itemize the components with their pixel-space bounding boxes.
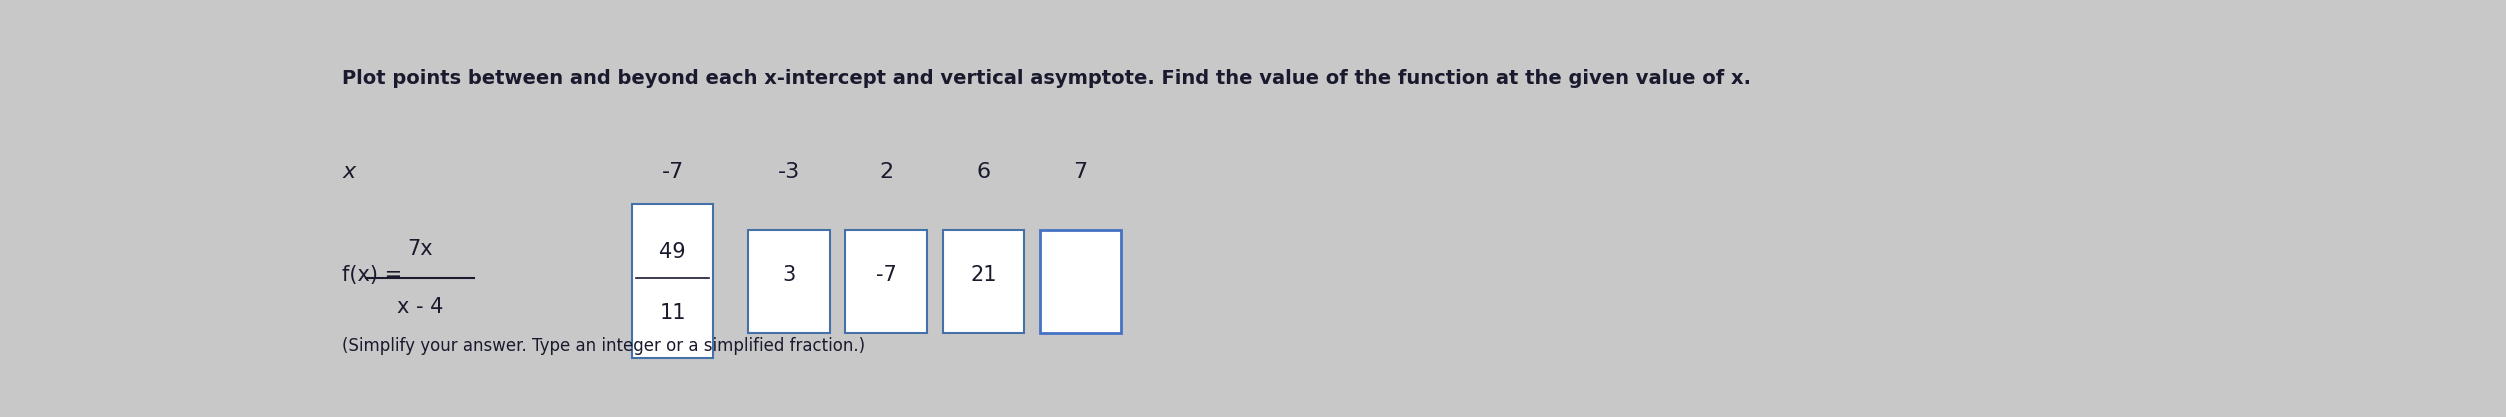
Text: 11: 11 — [659, 303, 687, 323]
Text: x: x — [343, 162, 356, 182]
Text: 3: 3 — [782, 265, 797, 285]
Text: 7: 7 — [1073, 162, 1088, 182]
FancyBboxPatch shape — [845, 230, 927, 333]
Text: -7: -7 — [875, 265, 897, 285]
FancyBboxPatch shape — [942, 230, 1025, 333]
Text: 2: 2 — [880, 162, 892, 182]
Text: (Simplify your answer. Type an integer or a simplified fraction.): (Simplify your answer. Type an integer o… — [343, 337, 865, 355]
Text: x - 4: x - 4 — [396, 297, 444, 317]
Text: 6: 6 — [977, 162, 990, 182]
Text: -3: -3 — [777, 162, 799, 182]
FancyBboxPatch shape — [1040, 230, 1120, 333]
Text: -7: -7 — [662, 162, 684, 182]
Text: 49: 49 — [659, 242, 687, 262]
FancyBboxPatch shape — [749, 230, 829, 333]
Text: Plot points between and beyond each x-intercept and vertical asymptote. Find the: Plot points between and beyond each x-in… — [343, 69, 1752, 88]
Text: 21: 21 — [970, 265, 997, 285]
Text: 7x: 7x — [408, 239, 434, 259]
FancyBboxPatch shape — [632, 204, 714, 358]
Text: f(x) =: f(x) = — [343, 265, 403, 285]
